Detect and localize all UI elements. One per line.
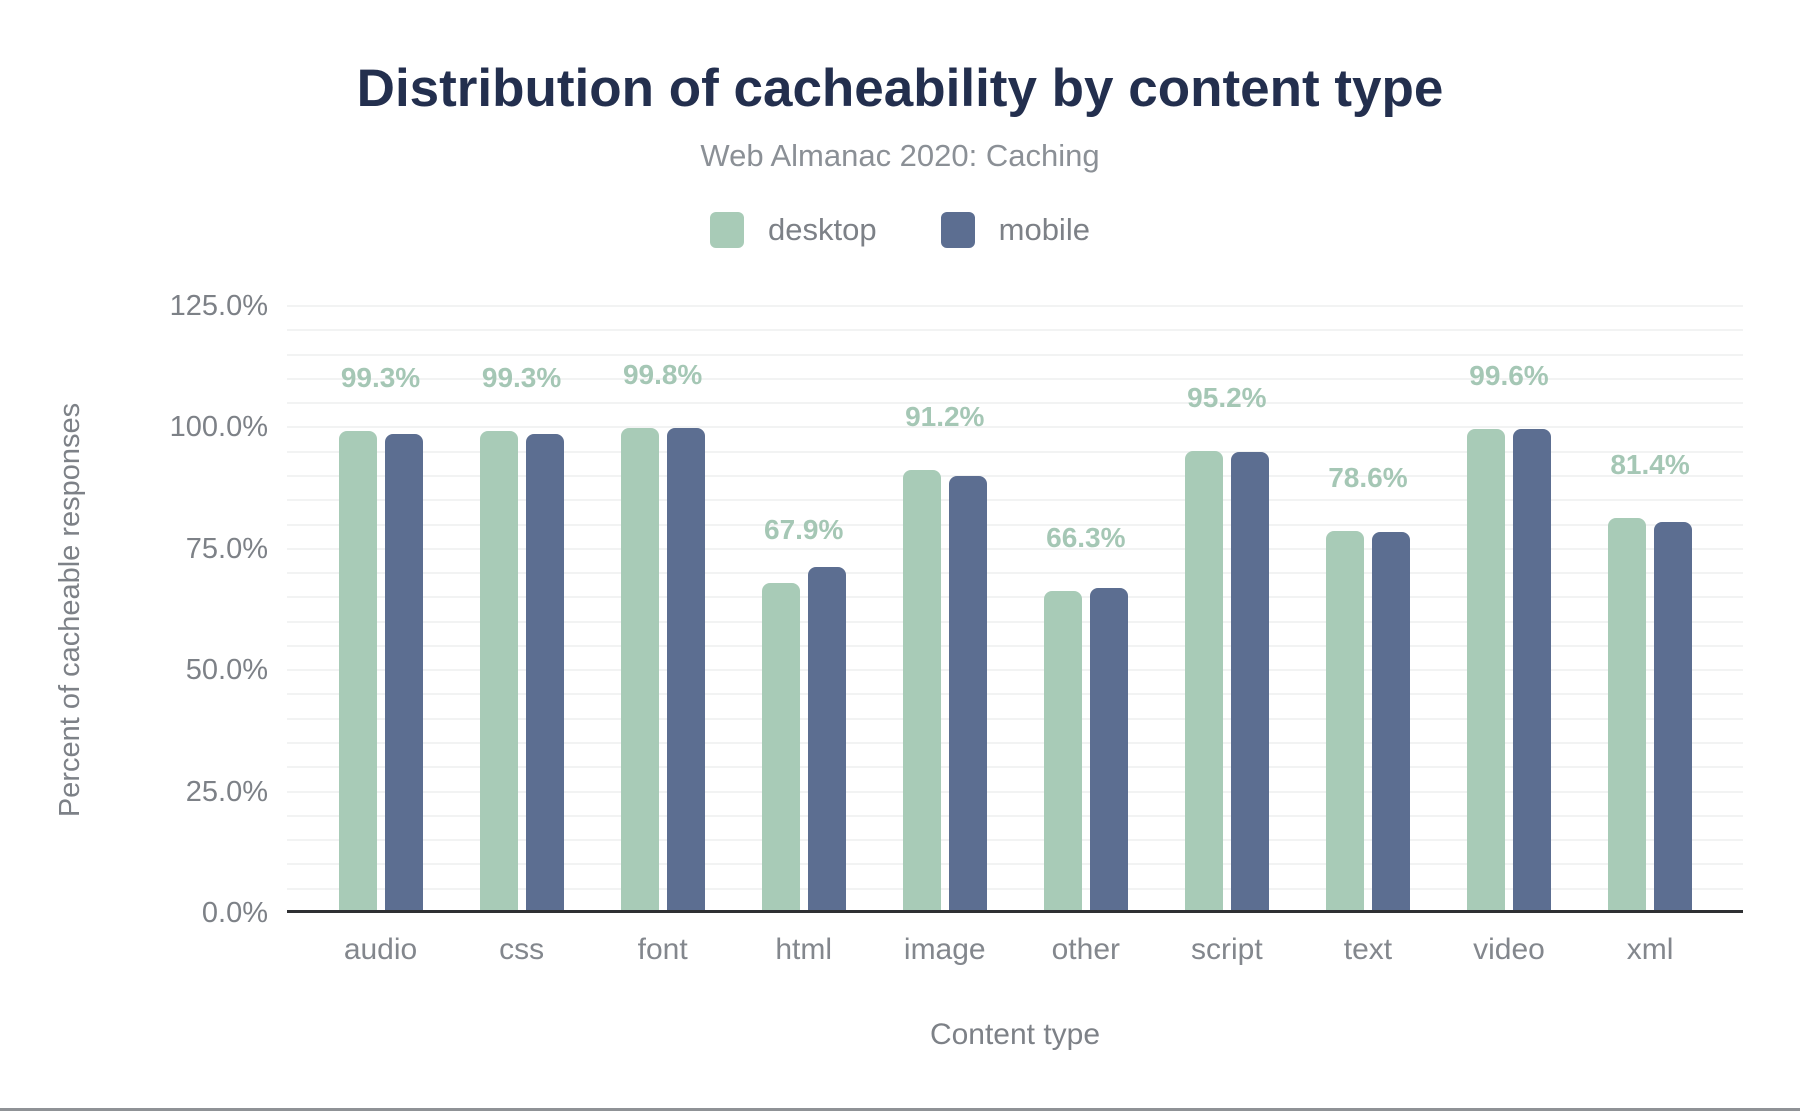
- bar-mobile-audio: [384, 434, 423, 913]
- bar-desktop-audio: [338, 430, 377, 913]
- bar-mobile-other: [1089, 588, 1128, 913]
- y-tick-label-50: 50.0%: [185, 654, 268, 687]
- gridline-100: [287, 426, 1743, 429]
- y-tick-label-125: 125.0%: [169, 290, 268, 322]
- x-tick-label-font: font: [637, 933, 688, 966]
- gridline-105: [287, 402, 1743, 405]
- x-tick-label-image: image: [903, 933, 986, 966]
- y-axis-title: Percent of cacheable responses: [54, 402, 86, 818]
- bar-mobile-xml: [1654, 522, 1693, 913]
- bar-mobile-css: [525, 434, 564, 913]
- y-tick-label-25: 25.0%: [185, 775, 268, 808]
- data-label-other: 66.3%: [1046, 522, 1126, 554]
- legend: desktop mobile: [0, 208, 1800, 252]
- data-label-image: 91.2%: [905, 401, 985, 433]
- x-tick-label-text: text: [1343, 933, 1393, 966]
- x-axis-title: Content type: [929, 1018, 1101, 1051]
- gridline-25: [287, 790, 1743, 793]
- gridline-75: [287, 547, 1743, 550]
- gridline-10: [287, 863, 1743, 866]
- bar-desktop-css: [479, 430, 518, 913]
- bar-desktop-video: [1467, 429, 1505, 913]
- gridline-20: [287, 814, 1743, 817]
- bar-desktop-html: [761, 583, 800, 913]
- gridline-80: [287, 523, 1743, 526]
- gridline-15: [287, 839, 1743, 842]
- data-label-html: 67.9%: [764, 514, 844, 546]
- x-axis-line: [287, 910, 1743, 913]
- mobile-series-swatch: [940, 212, 975, 248]
- gridline-50: [287, 669, 1743, 672]
- x-tick-label-other: other: [1051, 933, 1121, 966]
- gridline-120: [287, 329, 1743, 332]
- bar-mobile-image: [948, 475, 987, 913]
- bar-desktop-script: [1184, 450, 1223, 913]
- x-tick-label-video: video: [1473, 933, 1545, 966]
- gridline-45: [287, 693, 1743, 696]
- gridline-95: [287, 450, 1743, 453]
- data-label-css: 99.3%: [481, 361, 562, 393]
- bar-mobile-font: [666, 427, 705, 913]
- desktop-series-swatch: [710, 212, 745, 248]
- page-bottom-divider: [0, 1108, 1800, 1111]
- gridline-55: [287, 644, 1743, 647]
- bar-mobile-script: [1230, 451, 1269, 913]
- x-tick-label-audio: audio: [343, 933, 418, 966]
- data-label-video: 99.6%: [1469, 360, 1549, 392]
- gridline-5: [287, 887, 1743, 890]
- legend-item-desktop: desktop: [710, 212, 877, 248]
- gridline-85: [287, 499, 1743, 502]
- x-tick-label-script: script: [1191, 933, 1263, 966]
- gridline-70: [287, 572, 1743, 575]
- gridline-60: [287, 620, 1743, 623]
- data-label-text: 78.6%: [1328, 462, 1408, 494]
- legend-label-mobile: mobile: [998, 212, 1090, 247]
- gridline-125: [287, 305, 1743, 307]
- gridline-65: [287, 596, 1743, 599]
- gridline-35: [287, 742, 1743, 745]
- gridline-30: [287, 766, 1743, 769]
- x-tick-label-xml: xml: [1626, 933, 1674, 966]
- bar-desktop-text: [1325, 531, 1364, 913]
- bar-desktop-image: [902, 470, 941, 913]
- x-tick-label-html: html: [775, 933, 833, 966]
- chart-subtitle: Web Almanac 2020: Caching: [700, 138, 1100, 173]
- y-tick-label-100: 100.0%: [169, 411, 268, 444]
- legend-label-desktop: desktop: [768, 212, 877, 247]
- chart-title: Distribution of cacheability by content …: [356, 59, 1444, 118]
- y-tick-label-0: 0.0%: [201, 897, 268, 929]
- data-label-audio: 99.3%: [340, 361, 421, 393]
- bar-desktop-font: [620, 428, 659, 913]
- y-tick-label-75: 75.0%: [185, 532, 268, 565]
- data-label-font: 99.8%: [622, 359, 703, 391]
- bar-desktop-other: [1043, 591, 1082, 913]
- x-tick-label-css: css: [499, 933, 545, 966]
- bar-mobile-html: [807, 566, 846, 913]
- bar-mobile-text: [1371, 532, 1410, 913]
- gridline-115: [287, 353, 1743, 356]
- data-label-xml: 81.4%: [1610, 448, 1690, 480]
- bar-desktop-xml: [1608, 517, 1647, 913]
- gridline-110: [287, 377, 1743, 380]
- gridline-90: [287, 474, 1743, 477]
- data-label-script: 95.2%: [1187, 381, 1267, 413]
- legend-item-mobile: mobile: [940, 212, 1090, 248]
- gridline-40: [287, 717, 1743, 720]
- bar-mobile-video: [1513, 428, 1551, 913]
